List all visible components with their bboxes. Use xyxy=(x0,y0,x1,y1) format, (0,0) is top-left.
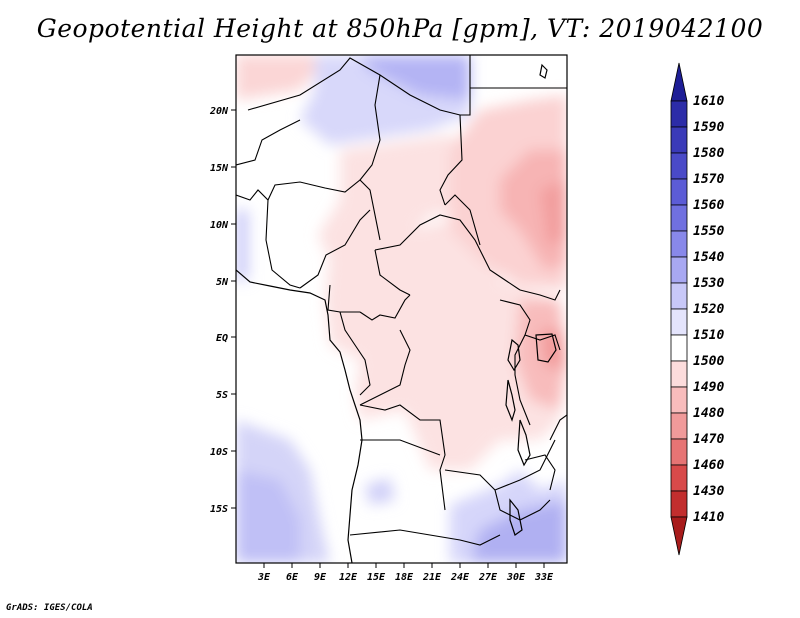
lat-tick-label: 5S xyxy=(216,390,228,401)
lon-tick-label: 18E xyxy=(395,572,414,583)
colorbar-level-label: 1480 xyxy=(693,406,724,421)
colorbar-level-label: 1430 xyxy=(693,484,724,499)
map-title: Geopotential Height at 850hPa [gpm], VT:… xyxy=(36,14,764,43)
colorbar-cell xyxy=(670,126,688,154)
lon-tick-label: 3E xyxy=(257,572,271,583)
colorbar-level-label: 1570 xyxy=(693,172,724,187)
colorbar-level-label: 1560 xyxy=(693,198,724,213)
lat-axis: 20N 15N 10N 5N EQ 5S 10S 15S xyxy=(209,106,236,515)
colorbar-cell xyxy=(670,100,688,128)
colorbar-cell xyxy=(670,334,688,362)
height-field xyxy=(236,55,567,563)
colorbar-level-label: 1520 xyxy=(693,302,724,317)
colorbar-cell xyxy=(670,412,688,440)
colorbar-level-label: 1530 xyxy=(693,276,724,291)
colorbar-cell xyxy=(670,360,688,388)
colorbar-level-label: 1470 xyxy=(693,432,724,447)
coastline xyxy=(236,63,557,563)
lon-tick-label: 21E xyxy=(422,572,442,583)
colorbar-level-label: 1590 xyxy=(693,120,724,135)
lat-tick-label: EQ xyxy=(216,333,228,344)
colorbar-cell xyxy=(670,464,688,492)
colorbar-cell xyxy=(670,230,688,258)
colorbar-cell xyxy=(670,308,688,336)
colorbar-level-label: 1410 xyxy=(693,510,724,525)
lon-tick-label: 9E xyxy=(314,572,327,583)
lon-tick-label: 33E xyxy=(534,572,554,583)
colorbar-cell xyxy=(670,386,688,414)
colorbar-level-label: 1550 xyxy=(693,224,724,239)
country-boundaries xyxy=(236,55,567,546)
colorbar-cell xyxy=(670,516,688,556)
lat-tick-label: 15N xyxy=(210,163,229,174)
lon-tick-label: 24E xyxy=(450,572,470,583)
colorbar-level-label: 1510 xyxy=(693,328,724,343)
lat-tick-label: 10S xyxy=(210,447,228,458)
colorbar-cell xyxy=(670,282,688,310)
colorbar-cell xyxy=(670,62,688,102)
colorbar-legend: 1610 1590 1580 1570 1560 1550 1540 1530 1520 1510… xyxy=(670,62,724,556)
colorbar-cell xyxy=(670,438,688,466)
lon-tick-label: 6E xyxy=(286,572,299,583)
lat-tick-label: 15S xyxy=(210,504,228,515)
lat-tick-label: 10N xyxy=(210,220,229,231)
lat-tick-label: 5N xyxy=(216,277,229,288)
colorbar-level-label: 1460 xyxy=(693,458,724,473)
colorbar-cell xyxy=(670,490,688,518)
map-frame xyxy=(235,54,568,564)
lon-axis: 3E 6E 9E 12E 15E 18E 21E 24E 27E 30E 33E xyxy=(257,563,554,583)
grads-credit: GrADS: IGES/COLA xyxy=(6,603,93,613)
colorbar-level-label: 1580 xyxy=(693,146,724,161)
lon-tick-label: 27E xyxy=(478,572,498,583)
colorbar-cell xyxy=(670,256,688,284)
colorbar-level-label: 1500 xyxy=(693,354,724,369)
colorbar-level-label: 1610 xyxy=(693,94,724,109)
lat-tick-label: 20N xyxy=(209,106,229,117)
colorbar-level-label: 1540 xyxy=(693,250,724,265)
lon-tick-label: 12E xyxy=(339,572,358,583)
colorbar-cell xyxy=(670,204,688,232)
lon-tick-label: 15E xyxy=(367,572,386,583)
lon-tick-label: 30E xyxy=(506,572,526,583)
colorbar-cell xyxy=(670,178,688,206)
colorbar-cell xyxy=(670,152,688,180)
colorbar-level-label: 1490 xyxy=(693,380,724,395)
